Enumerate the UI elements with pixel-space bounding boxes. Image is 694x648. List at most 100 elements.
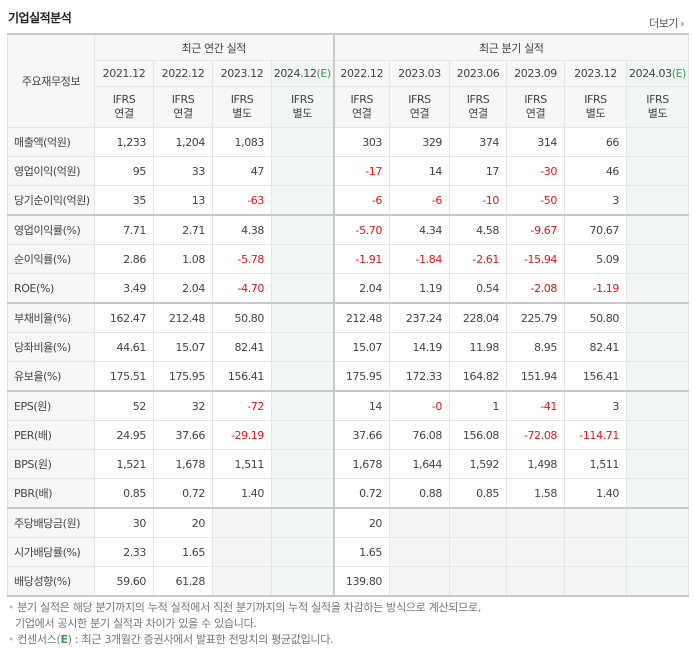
- metric-value: 314: [506, 127, 566, 157]
- consolidation-basis: 연결: [114, 107, 134, 120]
- accounting-standard: IFRS: [524, 93, 547, 106]
- metric-value: 52: [94, 390, 154, 421]
- table-row: 시가배당률(%) 2.33 1.65 1.65: [7, 537, 690, 567]
- metric-value: 15.07: [332, 332, 391, 362]
- metric-value: [626, 127, 690, 157]
- metric-value: -5.70: [332, 214, 391, 245]
- metric-value: [506, 507, 566, 538]
- period-header: 2024.03(E): [626, 60, 690, 87]
- metric-label: 영업이익(억원): [7, 156, 95, 186]
- accounting-standard: IFRS: [584, 93, 607, 106]
- metric-value: -0: [389, 390, 451, 421]
- metric-value: 15.07: [153, 332, 213, 362]
- consolidation-basis: 별도: [585, 107, 606, 120]
- metric-value: 212.48: [153, 302, 213, 333]
- metric-value: 1,083: [212, 127, 272, 157]
- accounting-standard: IFRS: [466, 93, 490, 106]
- metric-value: 3.49: [94, 273, 154, 304]
- metric-value: 374: [449, 127, 508, 157]
- metric-value: 1.65: [153, 537, 213, 567]
- accounting-standard: IFRS: [408, 93, 431, 106]
- metric-value: [626, 273, 690, 304]
- table-row: 매출액(억원) 1,233 1,204 1,083 303 329 374 314 66: [7, 127, 690, 157]
- metric-value: 8.95: [506, 332, 566, 362]
- metric-value: 172.33: [389, 361, 451, 392]
- metric-value: 1.19: [389, 273, 451, 304]
- metric-value: 1,233: [94, 127, 154, 157]
- metric-label: ROE(%): [7, 273, 95, 304]
- table-row: EPS(원) 52 32 -72 14 -0 1 -41 3: [7, 390, 690, 421]
- table-row: PER(배) 24.95 37.66 -29.19 37.66 76.08 156.08 -7…: [7, 420, 690, 450]
- metric-label: EPS(원): [7, 390, 95, 421]
- accounting-standard: IFRS: [171, 93, 195, 106]
- metric-value: [270, 214, 335, 245]
- metric-value: 50.80: [212, 302, 272, 333]
- consolidation-basis: 연결: [525, 107, 546, 120]
- metric-value: -1.19: [564, 273, 628, 304]
- metric-value: 1,678: [332, 449, 391, 479]
- metric-value: [270, 537, 335, 567]
- metric-value: 1.65: [332, 537, 391, 567]
- metric-value: 175.95: [153, 361, 213, 392]
- metric-value: [626, 156, 690, 186]
- footnote-quarterly-cont: 기업에서 공시한 분기 실적과 차이가 있을 수 있습니다.: [15, 617, 257, 630]
- group-quarterly: 최근 분기 실적: [332, 33, 690, 61]
- metric-value: 225.79: [506, 302, 566, 333]
- metric-value: 30: [94, 507, 154, 538]
- metric-value: [270, 127, 335, 157]
- financial-summary-table: 주요재무정보 최근 연간 실적 최근 분기 실적 2021.12 2022.12 2…: [7, 33, 690, 597]
- metric-value: 11.98: [449, 332, 508, 362]
- metric-value: [449, 566, 508, 597]
- metric-value: -30: [506, 156, 566, 186]
- accounting-standard: IFRS: [350, 93, 374, 106]
- metric-value: -63: [212, 185, 272, 216]
- metric-value: [270, 273, 335, 304]
- metric-value: -1.84: [389, 244, 451, 274]
- period-header: 2023.09: [506, 60, 566, 87]
- footnote-quarterly: • 분기 실적은 해당 분기까지의 누적 실적에서 직전 분기까지의 누적 실적을…: [8, 601, 482, 614]
- metric-value: 1,511: [212, 449, 272, 479]
- metric-label: 당좌비율(%): [7, 332, 95, 362]
- period-header: 2023.06: [449, 60, 508, 87]
- period-date: 2023.12: [574, 67, 617, 80]
- bullet-icon: •: [8, 633, 15, 646]
- metric-value: [270, 185, 335, 216]
- accounting-basis: IFRS 연결: [506, 86, 566, 128]
- metric-label: 영업이익률(%): [7, 214, 95, 245]
- metric-value: 59.60: [94, 566, 154, 597]
- period-date: 2023.09: [514, 67, 557, 80]
- accounting-basis: IFRS 연결: [94, 86, 154, 128]
- section-title: 기업실적분석: [8, 11, 72, 25]
- metric-value: 156.08: [449, 420, 508, 450]
- more-link[interactable]: 더보기: [649, 15, 685, 31]
- metric-value: 175.51: [94, 361, 154, 392]
- metric-value: 2.04: [153, 273, 213, 304]
- table-row: 영업이익(억원) 95 33 47 -17 14 17 -30 46: [7, 156, 690, 186]
- metric-value: 4.34: [389, 214, 451, 245]
- metric-value: 1,678: [153, 449, 213, 479]
- metric-value: [506, 537, 566, 567]
- consolidation-basis: 연결: [409, 107, 430, 120]
- metric-value: 14.19: [389, 332, 451, 362]
- metric-value: [626, 478, 690, 509]
- metric-value: 1,511: [564, 449, 628, 479]
- metric-value: -29.19: [212, 420, 272, 450]
- metric-value: 4.38: [212, 214, 272, 245]
- metric-value: 20: [332, 507, 391, 538]
- metric-value: 1: [449, 390, 508, 421]
- metric-value: 7.71: [94, 214, 154, 245]
- accounting-basis: IFRS 연결: [449, 86, 508, 128]
- metric-value: 5.09: [564, 244, 628, 274]
- metric-value: [626, 390, 690, 421]
- accounting-standard: IFRS: [112, 93, 136, 106]
- metric-value: [212, 566, 272, 597]
- group-annual: 최근 연간 실적: [93, 33, 335, 61]
- period-header: 2024.12(E): [270, 60, 335, 87]
- metric-value: [270, 478, 335, 509]
- estimate-mark: (E): [316, 67, 331, 80]
- metric-value: [389, 566, 451, 597]
- table-row: BPS(원) 1,521 1,678 1,511 1,678 1,644 1,592 1,49…: [7, 449, 690, 479]
- metric-value: [270, 420, 335, 450]
- metric-value: [270, 390, 335, 421]
- accounting-basis: IFRS 별도: [626, 86, 690, 128]
